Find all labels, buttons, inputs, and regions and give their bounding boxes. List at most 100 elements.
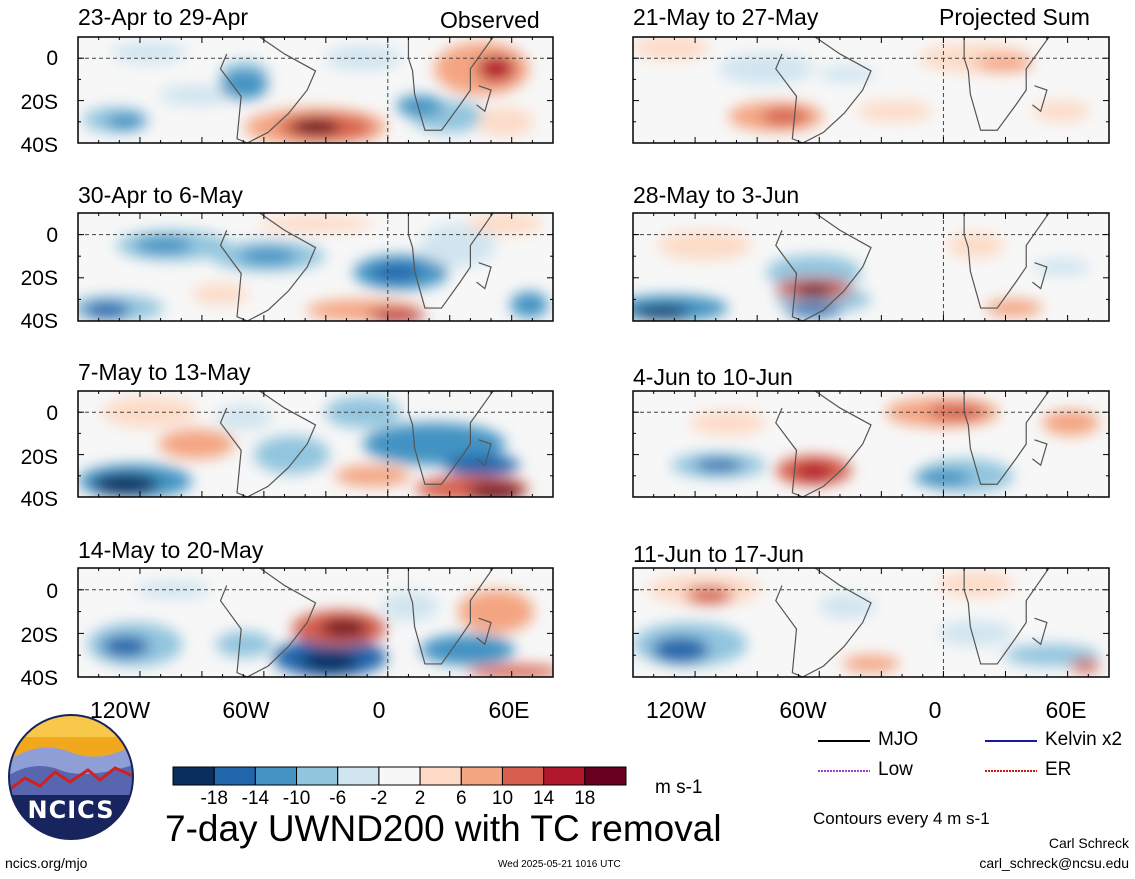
coastline — [476, 439, 492, 467]
map-panel — [632, 567, 1110, 678]
coastline — [219, 37, 317, 143]
coastline — [219, 213, 317, 321]
coastline — [960, 213, 1050, 309]
anomaly-blob — [718, 52, 814, 85]
coastline — [404, 568, 494, 665]
anomaly-blob — [510, 291, 549, 318]
coastline — [476, 85, 492, 113]
ncics-logo: NCICS — [8, 714, 134, 840]
y-tick-label: 20S — [20, 91, 58, 114]
anomaly-blob — [947, 232, 1005, 259]
tick-marks — [77, 36, 554, 144]
colorbar-tick-label: 10 — [491, 788, 514, 809]
y-tick-label: 0 — [46, 224, 58, 247]
map-panel — [77, 567, 554, 678]
colorbar-tick-label: 6 — [455, 788, 467, 809]
panel-frame — [632, 36, 1110, 144]
x-tick-label: 60W — [779, 697, 827, 723]
y-tick-label: 20S — [20, 624, 58, 647]
colorbar — [172, 766, 627, 786]
map-panel — [77, 36, 554, 144]
panel-title: 28-May to 3-Jun — [633, 182, 800, 208]
anomaly-blob — [291, 118, 340, 136]
panel-frame — [77, 212, 554, 322]
contour-note: Contours every 4 m s-1 — [813, 809, 990, 828]
legend-label-kelvin: Kelvin x2 — [1045, 729, 1123, 750]
anomaly-blob — [325, 45, 401, 71]
projected-sum-tag: Projected Sum — [939, 4, 1090, 30]
anomaly-blob — [1004, 644, 1100, 667]
map-panel — [632, 212, 1110, 322]
anomaly-blob — [325, 396, 401, 429]
tick-marks — [77, 390, 554, 498]
anomaly-blob — [215, 631, 273, 658]
x-tick-label: 120W — [89, 697, 151, 723]
site-link[interactable]: ncics.org/mjo — [5, 855, 88, 871]
legend-label-low: Low — [878, 759, 913, 780]
anomaly-blob — [656, 230, 753, 261]
panel-frame — [632, 390, 1110, 498]
timestamp: Wed 2025-05-21 1016 UTC — [498, 859, 621, 870]
colorbar-tick-label: 2 — [414, 788, 426, 809]
anomaly-blob — [443, 454, 520, 476]
coastline — [775, 37, 872, 143]
coastline — [1032, 439, 1048, 467]
anomaly-blob — [1032, 100, 1090, 122]
anomaly-blob — [785, 303, 843, 317]
units-label: m s-1 — [655, 777, 703, 798]
coastline — [404, 213, 494, 309]
colorbar-swatch — [337, 766, 380, 786]
panel-frame — [632, 212, 1110, 322]
x-tick-label: 0 — [928, 697, 942, 723]
map-panel — [632, 390, 1110, 498]
colorbar-swatch — [460, 766, 503, 786]
colorbar-tick-label: 18 — [574, 788, 596, 809]
figure-title: 7-day UWND200 with TC removal — [165, 808, 722, 849]
panel-title: 30-Apr to 6-May — [78, 182, 243, 208]
x-tick-label: 0 — [372, 697, 386, 723]
anomaly-blob — [794, 463, 833, 481]
anomaly-blob — [694, 458, 743, 472]
coastlines — [724, 213, 1050, 321]
colorbar-tick-label: 14 — [533, 788, 555, 809]
colorbar-swatch — [501, 766, 545, 786]
y-tick-label: 40S — [20, 134, 58, 157]
anomaly-blob — [101, 635, 150, 658]
anomaly-blob — [985, 299, 1043, 317]
coastline — [404, 391, 494, 485]
anomaly-blob — [761, 108, 810, 125]
author-email: carl_schreck@ncsu.edu — [979, 855, 1129, 871]
coastline — [1032, 617, 1048, 646]
x-tick-label: 60E — [1045, 697, 1087, 723]
panel-frame — [77, 36, 554, 144]
colorbar-swatch — [543, 766, 586, 786]
coastline — [219, 568, 317, 677]
anomaly-blob — [937, 620, 1014, 647]
x-tick-label: 60W — [222, 697, 270, 723]
anomaly-blob — [818, 593, 876, 620]
anomaly-blob — [382, 590, 439, 622]
colorbar-swatch — [584, 766, 627, 786]
coastline — [404, 37, 494, 131]
logo-text: NCICS — [28, 796, 115, 824]
coastline — [775, 568, 872, 677]
coastline — [1032, 262, 1048, 290]
colorbar-tick-label: -6 — [329, 788, 347, 809]
coastlines — [168, 568, 494, 677]
coastline — [1032, 85, 1048, 113]
colorbar-swatch — [254, 766, 298, 786]
panel-frame — [77, 390, 554, 498]
anomaly-blob — [158, 84, 235, 106]
x-tick-label: 120W — [645, 697, 707, 723]
colorbar-swatch — [172, 766, 215, 786]
anomaly-blob — [458, 589, 534, 634]
anomaly-blob — [320, 619, 368, 637]
y-tick-label: 40S — [20, 310, 58, 333]
panel-frame — [77, 567, 554, 678]
panel-title: 21-May to 27-May — [633, 4, 819, 30]
anomaly-blob — [937, 571, 1014, 598]
colorbar-swatch — [296, 766, 339, 786]
anomaly-blob — [842, 655, 900, 673]
anomaly-blob — [794, 284, 833, 298]
